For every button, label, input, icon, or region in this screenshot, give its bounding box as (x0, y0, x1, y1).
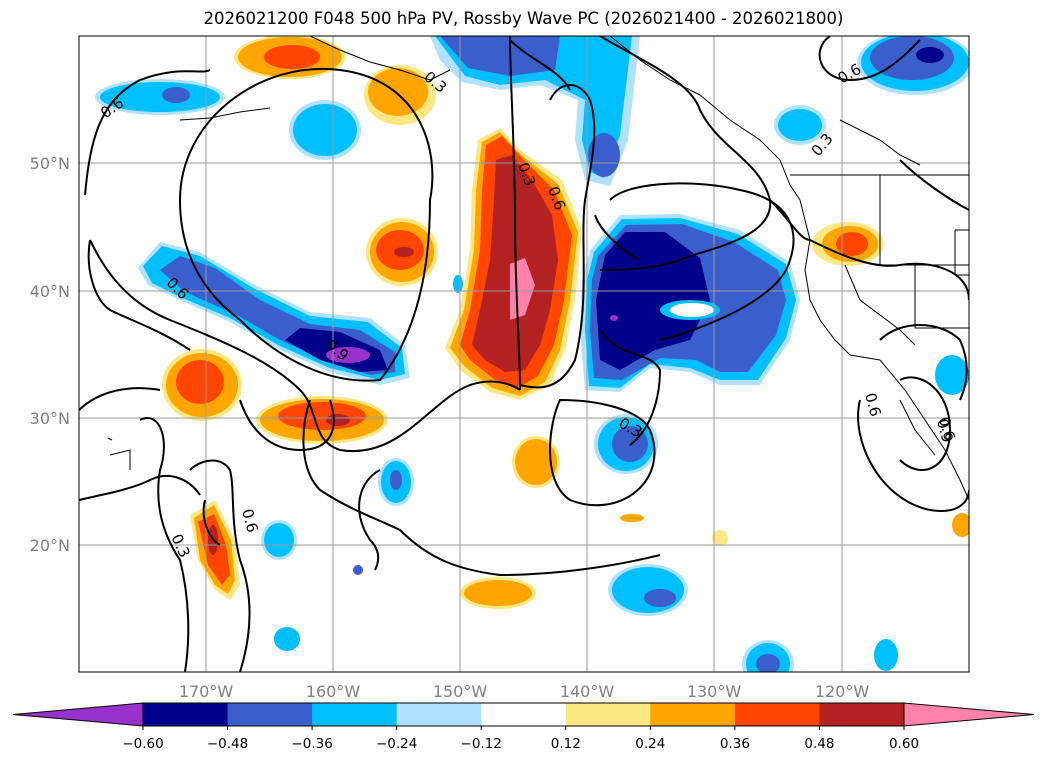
colorbar-segment (819, 703, 905, 726)
fill-anomaly (952, 513, 969, 537)
fill-anomaly (440, 36, 560, 76)
fill-anomaly (916, 47, 944, 63)
y-tick-label: 40°N (30, 282, 70, 301)
x-tick-label: 140°W (560, 682, 615, 701)
colorbar-extend-max (903, 702, 1035, 727)
colorbar-tick-label: −0.48 (207, 736, 248, 752)
colorbar-tick-label: 0.36 (720, 736, 750, 752)
plot-area: 0.60.30.30.60.60.90.30.60.30.60.30.60.60… (79, 36, 969, 672)
colorbar-segment (143, 703, 229, 726)
fill-anomaly (435, 36, 632, 178)
colorbar-tick-label: 0.60 (889, 736, 919, 752)
fill-anomaly (588, 133, 620, 177)
fill-anomaly (394, 247, 414, 257)
colorbar-segment (227, 703, 313, 726)
colorbar-segment (650, 703, 736, 726)
fill-anomaly (453, 275, 463, 293)
chart-title: 2026021200 F048 500 hPa PV, Rossby Wave … (203, 9, 844, 28)
colorbar-tick-label: −0.36 (291, 736, 332, 752)
fill-anomaly (874, 639, 898, 671)
fill-anomaly (935, 355, 969, 395)
x-tick-label: 150°W (433, 682, 488, 701)
contour-label: 0.9 (933, 417, 957, 445)
y-tick-label: 20°N (30, 536, 70, 555)
colorbar-segment (565, 703, 651, 726)
colorbar-frame (142, 702, 905, 727)
x-tick-label: 160°W (306, 682, 361, 701)
contour-label: 0.6 (238, 507, 262, 535)
fill-anomaly (176, 360, 224, 404)
pc-contours (79, 36, 969, 672)
x-tick-label: 170°W (179, 682, 234, 701)
y-tick-label: 30°N (30, 409, 70, 428)
fill-anomaly (612, 567, 684, 613)
colorbar-tick-label: 0.48 (804, 736, 834, 752)
x-tick-labels: 170°W 160°W 150°W 140°W 130°W 120°W (179, 682, 870, 701)
colorbar-tick-label: −0.60 (122, 736, 163, 752)
fill-anomaly (326, 414, 350, 426)
fill-anomaly (278, 402, 366, 430)
fill-anomaly (390, 470, 402, 490)
fill-anomaly (162, 87, 190, 103)
fill-anomaly (326, 347, 370, 363)
fill-anomaly (353, 565, 363, 575)
colorbar-segment (481, 703, 567, 726)
x-tick-label: 130°W (687, 682, 742, 701)
fill-anomaly (836, 232, 868, 256)
fill-anomaly (712, 530, 728, 546)
colorbar-tick-label: −0.12 (461, 736, 502, 752)
fill-anomaly (778, 109, 822, 141)
fill-anomaly (870, 36, 954, 80)
graticule (79, 36, 969, 672)
fill-anomaly (264, 45, 320, 69)
colorbar-segment (396, 703, 482, 726)
colorbar-tick-label: −0.24 (376, 736, 417, 752)
colorbar-segment (734, 703, 820, 726)
fill-anomaly (756, 654, 780, 672)
colorbar-extend-min (12, 702, 144, 727)
colorbar-segment (312, 703, 398, 726)
fill-anomaly (596, 232, 710, 370)
fill-anomaly (464, 580, 532, 606)
plot-frame (78, 35, 970, 673)
contour-label: 0.6 (935, 415, 959, 443)
fill-anomaly (515, 439, 557, 485)
coastlines (107, 36, 969, 501)
fill-anomaly (100, 82, 220, 112)
y-tick-label: 50°N (30, 154, 70, 173)
fill-anomaly (368, 68, 428, 116)
y-tick-labels: 20°N 30°N 40°N 50°N (30, 154, 70, 555)
fill-anomaly (264, 523, 294, 557)
fill-anomaly (610, 315, 618, 321)
colorbar-tick-label: 0.24 (635, 736, 665, 752)
fill-anomaly (293, 104, 357, 156)
fill-anomaly (620, 514, 644, 522)
fill-anomaly (644, 589, 676, 607)
fill-anomaly (274, 627, 300, 651)
contour-label: 0.6 (861, 391, 885, 419)
colorbar-tick-label: 0.12 (551, 736, 581, 752)
fill-anomaly (670, 303, 714, 317)
colorbar: −0.60 −0.48 −0.36 −0.24 −0.12 0.12 0.24 0.36 0.4… (12, 702, 1035, 752)
x-tick-label: 120°W (815, 682, 870, 701)
